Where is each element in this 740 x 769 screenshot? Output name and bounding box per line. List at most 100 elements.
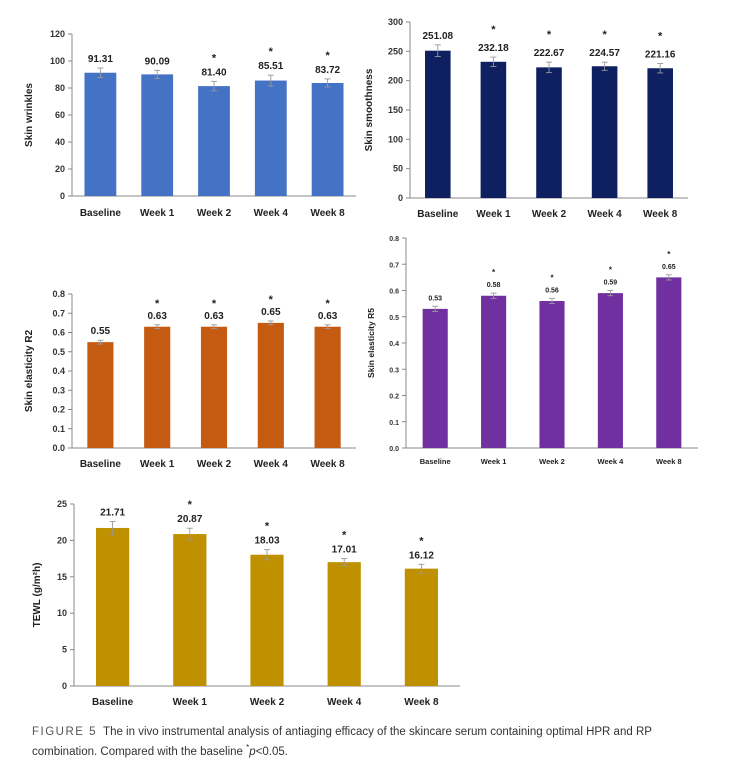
- data-label: 0.58: [487, 282, 501, 289]
- x-tick-label: Week 4: [327, 697, 362, 708]
- figure-caption: FIGURE 5 The in vivo instrumental analysi…: [32, 724, 712, 760]
- y-tick-label: 0: [398, 193, 403, 203]
- data-label: 20.87: [177, 514, 202, 525]
- bar: [198, 86, 230, 196]
- y-tick-label: 80: [55, 83, 65, 93]
- x-tick-label: Week 1: [173, 697, 208, 708]
- x-tick-label: Week 1: [481, 457, 507, 466]
- data-label: 221.16: [645, 50, 676, 61]
- significance-star: *: [419, 535, 424, 547]
- data-label: 0.53: [428, 295, 442, 302]
- y-tick-label: 0.7: [52, 308, 65, 318]
- y-tick-label: 0: [62, 681, 67, 691]
- y-tick-label: 0.5: [52, 347, 65, 357]
- bar: [250, 554, 284, 686]
- y-tick-label: 100: [388, 134, 403, 144]
- y-tick-label: 15: [57, 572, 67, 582]
- y-tick-label: 200: [388, 76, 403, 86]
- y-tick-label: 25: [57, 499, 67, 509]
- significance-star: *: [325, 298, 330, 310]
- y-tick-label: 50: [393, 164, 403, 174]
- y-tick-label: 0.8: [389, 236, 399, 243]
- bar: [311, 82, 344, 196]
- significance-star: *: [269, 46, 274, 58]
- significance-star: *: [342, 530, 347, 542]
- bar: [327, 562, 361, 686]
- bar: [404, 568, 438, 686]
- caption-note-threshold: <0.05.: [255, 745, 288, 758]
- x-tick-label: Week 8: [310, 459, 345, 470]
- bar: [84, 72, 117, 196]
- y-axis-title: Skin elasticity R5: [366, 308, 376, 378]
- significance-star: *: [609, 266, 613, 275]
- x-tick-label: Week 4: [254, 459, 289, 470]
- x-tick-label: Week 2: [197, 459, 232, 470]
- bar: [200, 326, 228, 448]
- x-tick-label: Week 4: [598, 457, 625, 466]
- significance-star: *: [325, 50, 330, 62]
- y-tick-label: 0.4: [52, 366, 65, 376]
- data-label: 0.63: [318, 311, 338, 322]
- bar: [480, 61, 507, 198]
- data-label: 222.67: [534, 48, 565, 59]
- bar: [591, 66, 618, 199]
- x-tick-label: Baseline: [417, 209, 459, 220]
- x-tick-label: Baseline: [92, 697, 134, 708]
- y-tick-label: 120: [50, 29, 65, 39]
- chart-skin-elasticity-r2: 0.0 0.1 0.2 0.3 0.4 0.5 0.6 0.7 0.8 Skin elastici…: [24, 289, 356, 470]
- y-tick-label: 0.1: [389, 420, 399, 427]
- significance-star: *: [212, 52, 217, 64]
- significance-star: *: [550, 273, 554, 282]
- y-tick-label: 0.8: [52, 289, 65, 299]
- data-label: 21.71: [100, 507, 125, 518]
- data-label: 0.59: [604, 280, 618, 287]
- significance-star: *: [547, 29, 552, 41]
- bar: [257, 322, 284, 448]
- data-label: 90.09: [145, 56, 170, 67]
- y-tick-label: 20: [55, 164, 65, 174]
- caption-note-marker: *: [246, 743, 250, 752]
- data-label: 0.63: [147, 311, 167, 322]
- data-label: 251.08: [423, 31, 454, 42]
- chart-skin-smoothness: 0 50 100 150 200 250 300 Skin smoothness 251.08 B…: [364, 17, 688, 220]
- y-tick-label: 250: [388, 46, 403, 56]
- y-tick-label: 60: [55, 110, 65, 120]
- y-tick-label: 300: [388, 17, 403, 27]
- y-tick-label: 150: [388, 105, 403, 115]
- y-tick-label: 10: [57, 608, 67, 618]
- bar: [314, 326, 341, 448]
- chart-tewl: 0 5 10 15 20 25 TEWL (g/m²h) 21.71 Baseline 20.87…: [32, 499, 460, 708]
- figure-label: FIGURE 5: [32, 726, 98, 738]
- data-label: 16.12: [409, 550, 434, 561]
- data-label: 0.65: [662, 264, 676, 271]
- significance-star: *: [155, 298, 160, 310]
- y-tick-label: 0.2: [389, 394, 399, 401]
- y-tick-label: 0.6: [389, 289, 399, 296]
- y-tick-label: 0.3: [52, 385, 65, 395]
- significance-star: *: [212, 298, 217, 310]
- y-tick-label: 0.1: [52, 424, 65, 434]
- significance-star: *: [188, 499, 193, 511]
- bar: [87, 342, 114, 448]
- bar: [481, 295, 507, 448]
- x-tick-label: Week 1: [140, 208, 175, 219]
- x-tick-label: Week 8: [656, 457, 682, 466]
- significance-star: *: [491, 24, 496, 36]
- bar: [96, 527, 130, 686]
- significance-star: *: [492, 268, 496, 277]
- bar: [173, 534, 207, 686]
- chart-skin-wrinkles: 0 20 40 60 80 100 120 Skin wrinkles 91.31 Baselin…: [24, 29, 356, 219]
- data-label: 224.57: [589, 48, 620, 59]
- x-tick-label: Week 1: [140, 459, 175, 470]
- significance-star: *: [667, 250, 671, 259]
- y-tick-label: 0.3: [389, 367, 399, 374]
- bar: [536, 67, 562, 198]
- data-label: 17.01: [332, 545, 357, 556]
- bar: [425, 50, 451, 198]
- x-tick-label: Week 2: [532, 209, 567, 220]
- x-tick-label: Baseline: [80, 208, 122, 219]
- x-tick-label: Week 2: [539, 457, 565, 466]
- y-tick-label: 5: [62, 645, 67, 655]
- data-label: 18.03: [254, 536, 279, 547]
- bar: [422, 308, 448, 448]
